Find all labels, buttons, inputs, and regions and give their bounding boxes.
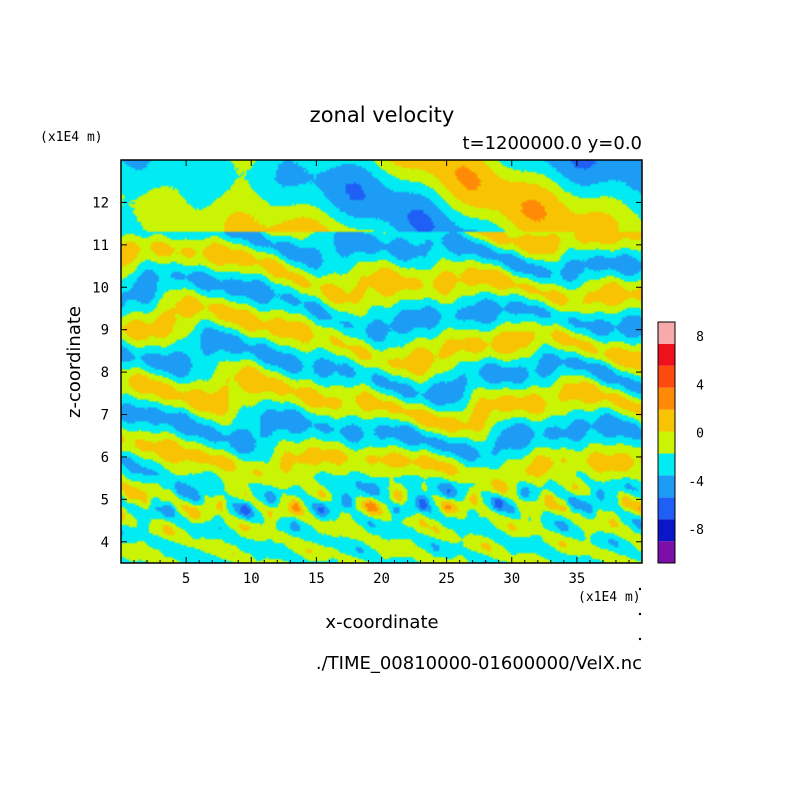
x-tick-label: 25 <box>438 571 455 587</box>
colorbar-swatch <box>658 519 675 542</box>
colorbar-tick-label: -8 <box>688 523 704 538</box>
colorbar-swatch <box>658 343 675 366</box>
x-axis-label: x-coordinate <box>325 612 438 633</box>
colorbar-swatch <box>658 387 675 410</box>
colorbar-swatch <box>658 453 675 476</box>
colorbar-tick-label: 8 <box>696 330 704 345</box>
dot <box>638 637 642 641</box>
y-tick-label: 8 <box>101 365 109 381</box>
velocity-field <box>121 160 642 563</box>
colorbar-swatch <box>658 409 675 432</box>
y-tick-label: 5 <box>101 492 109 508</box>
colorbar-swatch <box>658 541 675 563</box>
plot-area <box>120 159 643 564</box>
colorbar-tick-label: 0 <box>696 427 704 442</box>
chart-title: zonal velocity <box>310 103 455 127</box>
x-axis-ticks: 5 10 15 20 25 30 35 <box>133 160 630 587</box>
colorbar-swatch <box>658 475 675 498</box>
x-tick-label: 20 <box>373 571 390 587</box>
colorbar: -8 -4 0 4 8 <box>657 321 704 564</box>
y-tick-label: 10 <box>92 280 109 296</box>
registration-dots <box>638 587 642 641</box>
x-tick-label: 5 <box>182 571 190 587</box>
colorbar-swatch <box>658 322 675 344</box>
dot <box>638 587 642 591</box>
colorbar-frame <box>657 321 676 564</box>
source-file-label: ./TIME_00810000-01600000/VelX.nc <box>316 653 642 674</box>
x-tick-label: 10 <box>243 571 260 587</box>
y-tick-label: 11 <box>92 238 109 254</box>
y-axis-ticks: 4 5 6 7 8 9 10 11 12 <box>92 195 642 551</box>
y-tick-label: 4 <box>101 535 109 551</box>
y-tick-label: 12 <box>92 195 109 211</box>
velocity-contour-image <box>121 160 642 563</box>
y-units-label: (x1E4 m) <box>40 130 103 145</box>
y-tick-label: 6 <box>101 450 109 466</box>
colorbar-tick-label: -4 <box>688 475 704 490</box>
x-tick-label: 35 <box>568 571 585 587</box>
x-tick-label: 15 <box>308 571 325 587</box>
y-tick-label: 9 <box>101 323 109 339</box>
dot <box>638 612 642 616</box>
x-units-label: (x1E4 m) <box>578 590 641 605</box>
y-axis-label: z-coordinate <box>64 306 85 418</box>
chart-subtitle: t=1200000.0 y=0.0 <box>462 133 642 154</box>
x-tick-label: 30 <box>503 571 520 587</box>
colorbar-tick-label: 4 <box>696 378 704 393</box>
colorbar-swatch <box>658 365 675 388</box>
colorbar-swatch <box>658 497 675 520</box>
colorbar-swatch <box>658 431 675 454</box>
y-tick-label: 7 <box>101 408 109 424</box>
